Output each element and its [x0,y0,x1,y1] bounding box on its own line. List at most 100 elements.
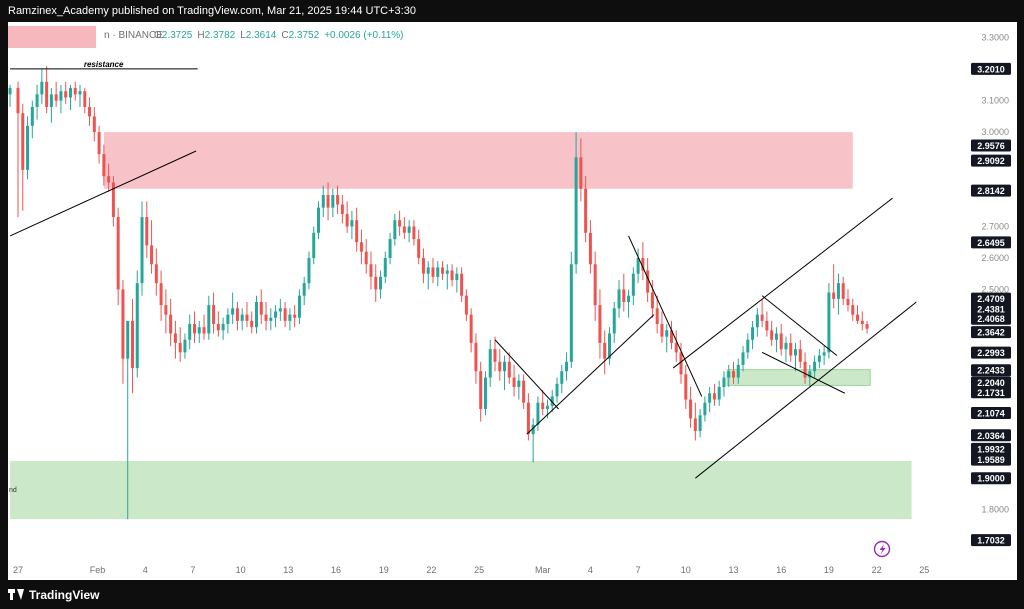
candle-body [436,267,440,277]
price-label: 2.9092 [977,156,1005,166]
candle-body [150,245,154,265]
price-label-box [971,154,1011,167]
channel-upper[interactable] [672,197,893,369]
candle-body [307,257,311,284]
channel-lower[interactable] [695,301,917,479]
candle-body [526,402,530,435]
candle-body [135,283,139,369]
candle-body [202,327,206,334]
candle-body [293,314,297,318]
candle-body [760,314,764,321]
candle-body [541,402,545,409]
x-tick-label: 4 [143,565,148,575]
candle-body [445,270,449,274]
candle-body [560,371,564,384]
candle-body [231,308,235,315]
chart-area[interactable]: nd resistance 3.3000 3.1000 3.0000 2.7000 2.… [8,22,1017,580]
footer: TradingView [0,580,1024,609]
candle-body [650,292,654,309]
price-label-box [971,376,1011,389]
candle-body [259,302,263,315]
resistance-line-label: resistance [84,60,124,69]
candle-body [183,339,187,353]
candle-body [646,270,650,293]
candle-body [216,324,220,331]
candle-body [579,157,583,189]
candle-body [531,424,535,435]
candle-body [536,402,540,425]
small-demand-zone[interactable] [726,369,871,386]
candle-body [550,396,554,406]
candle-body [288,314,292,321]
candle-body [698,415,702,432]
candle-body [631,273,635,296]
candle-body [412,226,416,240]
candle-body [73,88,77,95]
candle-body [517,380,521,387]
candle-body [140,217,144,284]
price-label-box [971,346,1011,359]
x-tick-label: 19 [379,565,389,575]
candle-body [421,257,425,274]
exchange-label: n · BINANCE [104,30,163,41]
x-tick-label: 27 [13,565,23,575]
candle-body [741,352,745,365]
candle-body [192,324,196,334]
candle-body [779,333,783,350]
candle-body [350,220,354,227]
wedge-upper[interactable] [761,295,838,356]
candle-body [755,314,759,328]
supply-zone[interactable] [103,132,853,189]
price-chart[interactable]: nd resistance 3.3000 3.1000 3.0000 2.7000 2.… [8,22,1017,580]
candle-body [169,314,173,334]
candle-body [359,242,363,252]
candle-body [860,320,864,325]
candle-body [464,295,468,315]
x-tick-label: 16 [776,565,786,575]
demand-zone[interactable] [10,460,912,520]
trendline-3[interactable] [526,314,655,435]
candle-body [407,226,411,233]
x-tick-label: 22 [426,565,436,575]
candle-body [545,405,549,409]
candle-body [345,213,349,227]
candle-body [398,220,402,227]
candle-body [627,295,631,303]
candle-body [588,232,592,265]
candle-body [603,342,607,359]
y-tick-label: 2.6000 [981,253,1009,263]
x-tick-label: 22 [872,565,882,575]
candle-body [784,342,788,350]
trendline-2[interactable] [494,339,559,410]
candle-body [240,314,244,321]
candle-body [49,94,53,107]
trendline-1[interactable] [9,150,197,237]
price-label-box [971,236,1011,249]
candle-body [450,270,454,280]
price-label-box [971,472,1011,485]
candle-body [269,317,273,321]
candle-body [164,305,168,315]
candle-body [684,374,688,400]
candle-body [102,154,106,177]
candle-body [636,257,640,274]
tradingview-logo-icon [8,589,24,600]
candle-body [565,361,569,372]
price-label-box [971,429,1011,442]
candle-body [278,308,282,312]
price-label: 2.9576 [977,141,1005,151]
candle-body [264,314,268,321]
candle-body [727,371,731,378]
candle-body [817,355,821,362]
candle-body [111,182,115,218]
wedge-lower[interactable] [761,351,846,394]
candle-body [736,364,740,378]
candle-body [507,361,511,378]
candle-body [598,305,602,343]
candle-body [340,204,344,214]
price-label: 2.4381 [977,304,1005,314]
price-label: 2.2993 [977,348,1005,358]
price-label-box [971,386,1011,399]
lightning-icon[interactable] [873,540,891,558]
trendline-4[interactable] [628,235,703,397]
